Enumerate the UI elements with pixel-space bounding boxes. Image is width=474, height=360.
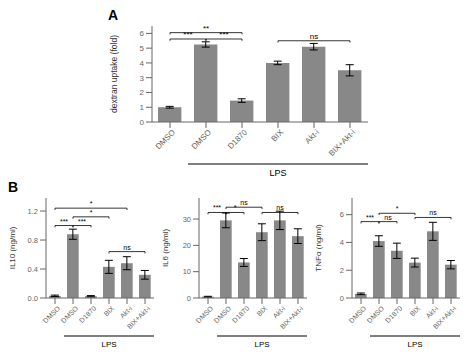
- svg-text:0: 0: [140, 118, 145, 127]
- svg-text:DMSO: DMSO: [42, 304, 62, 324]
- svg-text:LPS: LPS: [254, 340, 269, 349]
- svg-text:BIX+Akt-i: BIX+Akt-i: [126, 304, 152, 330]
- svg-text:6: 6: [140, 29, 145, 38]
- svg-text:TNFα (ng/ml): TNFα (ng/ml): [314, 224, 323, 272]
- svg-text:BIX+Akt-i: BIX+Akt-i: [279, 304, 305, 330]
- svg-text:0.0: 0.0: [28, 294, 38, 303]
- svg-text:6: 6: [340, 210, 344, 219]
- svg-text:D1870: D1870: [226, 127, 249, 150]
- svg-text:DMSO: DMSO: [213, 304, 233, 324]
- svg-text:D1870: D1870: [78, 305, 98, 325]
- svg-text:0.4: 0.4: [28, 265, 38, 274]
- svg-text:0: 0: [187, 294, 191, 303]
- html-text:B: B: [8, 179, 19, 195]
- svg-text:LPS: LPS: [269, 168, 286, 178]
- svg-text:ns: ns: [123, 244, 131, 251]
- svg-text:LPS: LPS: [101, 340, 116, 349]
- svg-text:2: 2: [140, 88, 145, 97]
- svg-text:1: 1: [140, 103, 145, 112]
- svg-text:DMSO: DMSO: [195, 304, 215, 324]
- svg-text:ns: ns: [310, 32, 318, 41]
- svg-text:ns: ns: [240, 199, 248, 206]
- svg-text:20: 20: [183, 241, 191, 250]
- svg-text:BIX: BIX: [255, 304, 268, 317]
- svg-text:Akt-i: Akt-i: [425, 304, 440, 319]
- svg-text:dextran uptake (fold): dextran uptake (fold): [109, 35, 119, 113]
- svg-text:0: 0: [340, 294, 344, 303]
- svg-text:4: 4: [340, 238, 344, 247]
- svg-text:30: 30: [183, 215, 191, 224]
- svg-text:IL6 (ng/ml): IL6 (ng/ml): [161, 229, 170, 268]
- svg-text:10: 10: [183, 267, 191, 276]
- svg-text:BIX: BIX: [270, 127, 286, 143]
- svg-text:BIX: BIX: [102, 304, 115, 317]
- svg-text:D1870: D1870: [231, 305, 251, 325]
- svg-text:DMSO: DMSO: [60, 304, 80, 324]
- svg-text:IL10 (ng/ml): IL10 (ng/ml): [8, 226, 17, 269]
- svg-text:***: ***: [60, 218, 68, 225]
- html-text:A: A: [108, 7, 119, 23]
- svg-text:***: ***: [366, 214, 374, 221]
- svg-text:*: *: [396, 205, 399, 212]
- svg-text:Akt-i: Akt-i: [119, 304, 134, 319]
- svg-text:***: ***: [183, 30, 192, 39]
- svg-text:LPS: LPS: [407, 340, 422, 349]
- svg-text:*: *: [90, 200, 93, 207]
- svg-text:BIX+Akt-i: BIX+Akt-i: [327, 128, 357, 158]
- svg-text:DMSO: DMSO: [366, 304, 386, 324]
- svg-text:ns: ns: [384, 214, 392, 221]
- svg-text:*: *: [234, 204, 237, 211]
- svg-text:ns: ns: [276, 204, 284, 211]
- svg-text:4: 4: [140, 59, 145, 68]
- svg-text:DMSO: DMSO: [190, 128, 213, 151]
- svg-text:*: *: [90, 209, 93, 216]
- svg-text:Akt-i: Akt-i: [303, 128, 321, 146]
- svg-text:3: 3: [140, 74, 145, 83]
- svg-text:BIX: BIX: [408, 304, 421, 317]
- svg-text:***: ***: [213, 204, 221, 211]
- svg-text:1.2: 1.2: [28, 207, 38, 216]
- svg-text:***: ***: [219, 30, 228, 39]
- svg-text:D1870: D1870: [384, 305, 404, 325]
- svg-text:Akt-i: Akt-i: [272, 304, 287, 319]
- svg-text:DMSO: DMSO: [154, 128, 177, 151]
- svg-text:ns: ns: [429, 209, 437, 216]
- svg-text:2: 2: [340, 266, 344, 275]
- svg-text:BIX+Akt-i: BIX+Akt-i: [432, 304, 458, 330]
- svg-text:5: 5: [140, 44, 145, 53]
- svg-text:0.8: 0.8: [28, 236, 38, 245]
- svg-text:DMSO: DMSO: [348, 304, 368, 324]
- svg-text:**: **: [203, 24, 209, 33]
- svg-text:***: ***: [78, 218, 86, 225]
